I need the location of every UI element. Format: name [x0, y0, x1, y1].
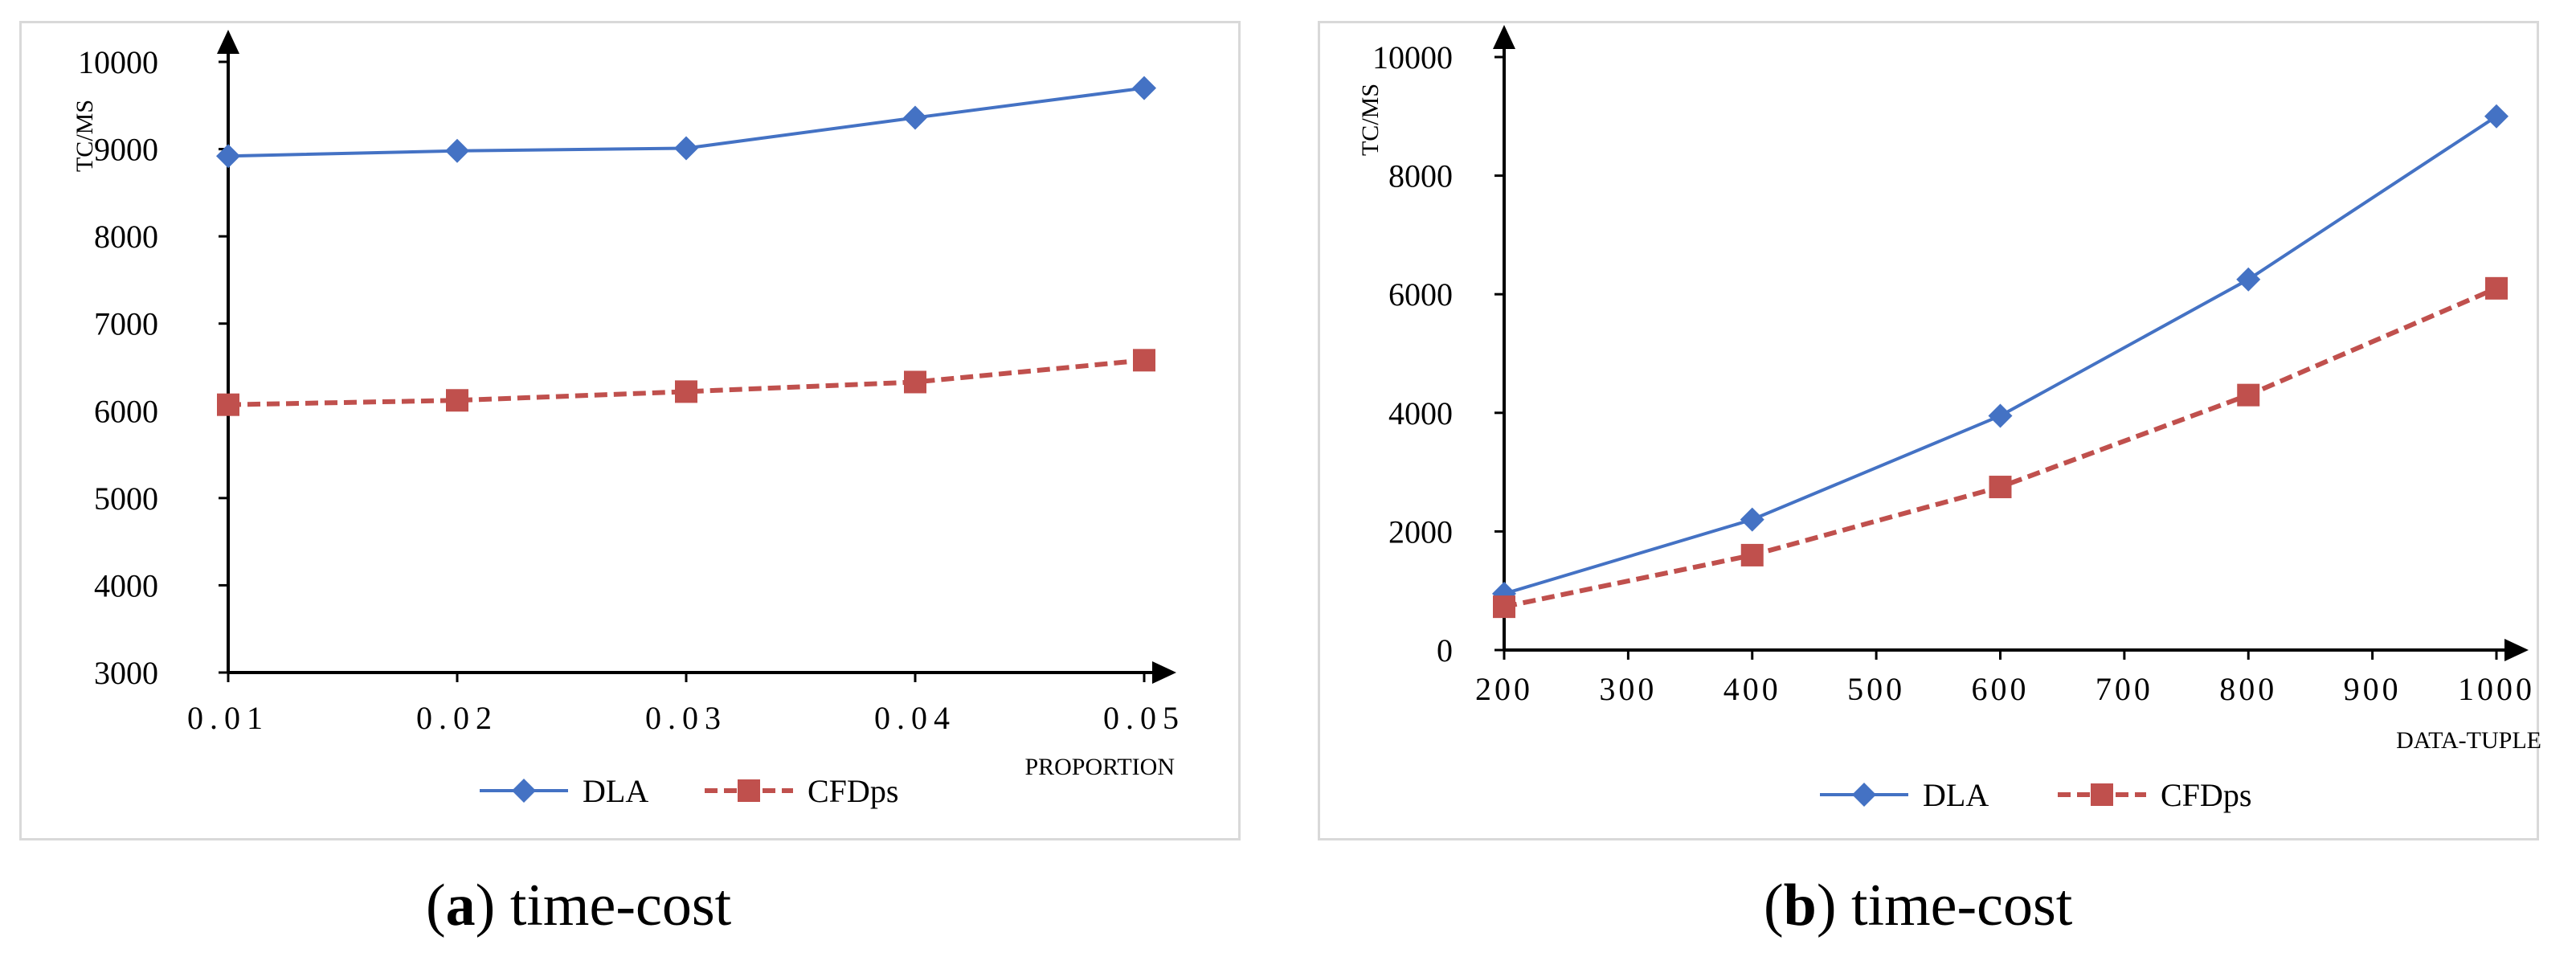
legend-marker-dla [1852, 783, 1876, 807]
chart-b-svg: 0 2000 4000 6000 8000 10000 200 300 400 500 600 700… [1357, 25, 2541, 813]
data-point-dla [1988, 403, 2013, 428]
x-tick-label: 0.02 [416, 700, 498, 736]
x-tick-label: 0.03 [645, 700, 727, 736]
y-tick-label: 6000 [94, 393, 158, 429]
y-tick-label: 9000 [94, 132, 158, 168]
data-point-cfdps [675, 380, 697, 403]
legend-label-dla: DLA [583, 773, 648, 809]
x-axis-arrow [2504, 639, 2529, 661]
x-tick-label: 600 [1972, 671, 2030, 707]
data-point-dla [1740, 507, 1764, 532]
caption-b-label: b [1783, 873, 1817, 939]
data-point-cfdps [217, 393, 239, 416]
y-axis-arrow [217, 30, 239, 54]
data-point-cfdps [2485, 276, 2508, 300]
series-line-cfdps [1503, 286, 2498, 610]
y-tick-label: 0 [1437, 632, 1453, 669]
y-tick-label: 8000 [1388, 158, 1453, 194]
series-line-dla [1503, 115, 2498, 595]
x-tick-label: 1000 [2458, 671, 2535, 707]
legend-label-cfdps: CFDps [2161, 777, 2251, 813]
x-tick-label: 0.05 [1103, 700, 1185, 736]
y-tick-label: 10000 [78, 44, 158, 80]
chart-a-svg: 3000 4000 5000 6000 7000 8000 9000 10000 0.01 0.0… [72, 30, 1185, 809]
x-tick-label: 900 [2344, 671, 2402, 707]
legend-marker-cfdps [2091, 783, 2113, 806]
y-tick-label: 2000 [1388, 513, 1453, 550]
x-tick-label: 700 [2096, 671, 2153, 707]
y-axis-label: TC/MS [1357, 84, 1384, 156]
caption-a-label: a [445, 873, 476, 939]
data-point-cfdps [1740, 543, 1764, 566]
y-tick-label: 4000 [94, 567, 158, 603]
data-point-dla [445, 138, 469, 163]
legend-marker-dla [512, 779, 536, 803]
data-point-dla [2484, 104, 2509, 129]
y-axis-arrow [1493, 25, 1515, 49]
caption-b-text: time-cost [1850, 873, 2073, 939]
legend-marker-cfdps [738, 779, 760, 802]
y-tick-label: 8000 [94, 219, 158, 255]
data-point-cfdps [446, 389, 468, 412]
x-axis-label: PROPORTION [1024, 754, 1175, 780]
chart-panel-a: 3000 4000 5000 6000 7000 8000 9000 10000 0.01 0.0… [19, 21, 1241, 840]
legend-label-cfdps: CFDps [808, 773, 898, 809]
data-point-cfdps [1493, 595, 1515, 619]
data-point-cfdps [1133, 349, 1155, 372]
x-axis-label: DATA-TUPLE [2396, 727, 2541, 754]
y-tick-label: 7000 [94, 306, 158, 342]
x-tick-label: 400 [1723, 671, 1781, 707]
data-point-cfdps [904, 370, 926, 394]
x-tick-label: 0.01 [187, 700, 269, 736]
y-tick-label: 3000 [94, 655, 158, 691]
y-axis-label: TC/MS [72, 100, 98, 172]
data-point-dla [903, 105, 927, 130]
y-tick-label: 10000 [1372, 39, 1453, 76]
data-point-cfdps [2237, 383, 2260, 407]
y-tick-label: 4000 [1388, 395, 1453, 431]
series-line-cfdps [227, 358, 1145, 407]
x-tick-label: 0.04 [874, 700, 956, 736]
chart-panel-b: 0 2000 4000 6000 8000 10000 200 300 400 500 600 700… [1318, 21, 2541, 840]
data-point-cfdps [1989, 476, 2012, 499]
legend-label-dla: DLA [1923, 777, 1989, 813]
y-tick-label: 6000 [1388, 276, 1453, 313]
x-tick-label: 200 [1475, 671, 1533, 707]
caption-a-text: time-cost [509, 873, 732, 939]
x-tick-label: 500 [1847, 671, 1905, 707]
data-point-dla [216, 144, 240, 169]
caption-b: (b) time-cost [1764, 873, 2073, 939]
x-tick-label: 300 [1599, 671, 1657, 707]
caption-a: (a) time-cost [426, 873, 732, 939]
data-point-dla [674, 136, 698, 161]
y-tick-label: 5000 [94, 480, 158, 517]
x-tick-label: 800 [2219, 671, 2277, 707]
data-point-dla [2236, 267, 2261, 292]
data-point-dla [1132, 76, 1156, 100]
x-axis-arrow [1152, 661, 1176, 684]
